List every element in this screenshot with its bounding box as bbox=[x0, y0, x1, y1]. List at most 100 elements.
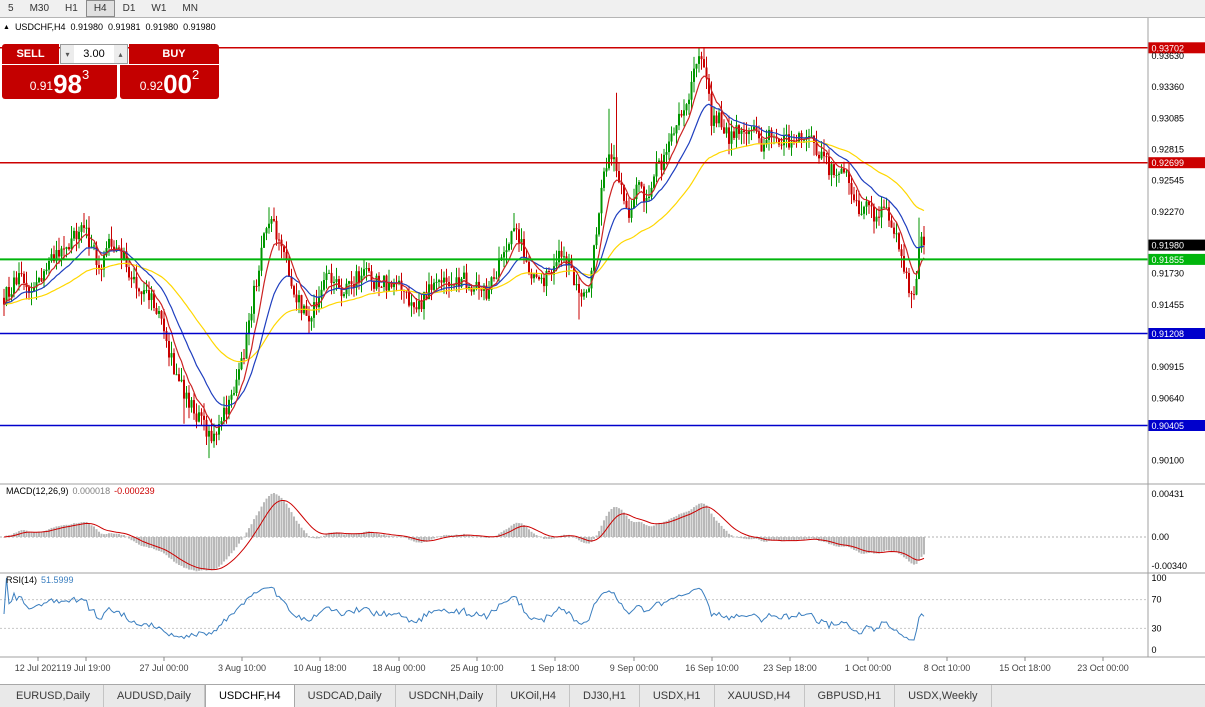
buy-price-prefix: 0.92 bbox=[139, 79, 164, 93]
rsi-line bbox=[3, 577, 925, 641]
svg-text:27 Jul 00:00: 27 Jul 00:00 bbox=[139, 663, 188, 673]
sell-price-display[interactable]: 0.91 98 3 bbox=[2, 65, 117, 99]
price-line-badge: 0.91855 bbox=[1148, 253, 1205, 265]
price-axis-labels: 0.93630 0.93360 0.93085 0.92815 0.92545 0.922… bbox=[1152, 51, 1185, 465]
price-line-badge: 0.91208 bbox=[1148, 328, 1205, 339]
svg-text:0.92545: 0.92545 bbox=[1152, 175, 1185, 185]
svg-text:12 Jul 2021: 12 Jul 2021 bbox=[15, 663, 62, 673]
sell-button[interactable]: SELL bbox=[2, 44, 59, 64]
rsi-axis-labels: 100 70 30 0 bbox=[1152, 573, 1167, 655]
macd-signal-line bbox=[3, 500, 925, 571]
timeframe-button-w1[interactable]: W1 bbox=[151, 3, 167, 14]
sell-price-prefix: 0.91 bbox=[29, 79, 54, 93]
svg-text:0.91455: 0.91455 bbox=[1152, 300, 1185, 310]
svg-text:0.93702: 0.93702 bbox=[1152, 43, 1185, 53]
svg-text:0.93630: 0.93630 bbox=[1152, 51, 1185, 61]
macd-axis-labels: 0.00431 0.00 -0.00340 bbox=[1152, 489, 1188, 571]
svg-text:3 Aug 10:00: 3 Aug 10:00 bbox=[218, 663, 266, 673]
svg-text:1 Oct 00:00: 1 Oct 00:00 bbox=[845, 663, 892, 673]
svg-text:0.92699: 0.92699 bbox=[1152, 158, 1185, 168]
svg-text:0: 0 bbox=[1152, 645, 1157, 655]
svg-text:0.91730: 0.91730 bbox=[1152, 269, 1185, 279]
svg-text:23 Oct 00:00: 23 Oct 00:00 bbox=[1077, 663, 1129, 673]
chart-window: 0.93702 0.92699 0.91855 0.91208 0.90405 0.936… bbox=[0, 18, 1205, 684]
timeframe-button-h4[interactable]: H4 bbox=[85, 0, 115, 17]
timeframe-button-m30[interactable]: M30 bbox=[29, 3, 50, 14]
chart-tab-usdcnh-daily[interactable]: USDCNH,Daily bbox=[396, 685, 498, 707]
chart-tab-usdchf-h4[interactable]: USDCHF,H4 bbox=[204, 685, 295, 707]
volume-decrease-button[interactable]: ▾ bbox=[61, 45, 74, 63]
ma-line-20 bbox=[3, 103, 925, 407]
timeframe-button-mn[interactable]: MN bbox=[182, 3, 198, 14]
chart-tab-gbpusd-h1[interactable]: GBPUSD,H1 bbox=[805, 685, 896, 707]
svg-text:0.92270: 0.92270 bbox=[1152, 207, 1185, 217]
svg-text:0.90915: 0.90915 bbox=[1152, 362, 1185, 372]
price-chart-svg[interactable]: 0.937020.926990.918550.912080.904050.936… bbox=[0, 18, 1205, 684]
svg-text:-0.00340: -0.00340 bbox=[1152, 561, 1188, 571]
buy-button[interactable]: BUY bbox=[129, 44, 219, 64]
chart-tab-usdx-weekly[interactable]: USDX,Weekly bbox=[895, 685, 992, 707]
one-click-trading-panel: SELL ▾ 3.00 ▴ BUY 0.91 98 3 0.92 00 2 bbox=[2, 44, 219, 99]
current-price-badge: 0.91980 bbox=[1148, 239, 1205, 251]
svg-text:0.90640: 0.90640 bbox=[1152, 394, 1185, 404]
price-line-badge: 0.90405 bbox=[1148, 420, 1205, 431]
svg-text:19 Jul 19:00: 19 Jul 19:00 bbox=[61, 663, 110, 673]
sell-price-pip-digit: 3 bbox=[82, 67, 90, 82]
rsi-indicator-header: RSI(14) 51.5999 bbox=[6, 575, 74, 585]
timeframe-button-d1[interactable]: D1 bbox=[122, 3, 136, 14]
macd-signal-value: -0.000239 bbox=[114, 486, 155, 496]
svg-text:0.91208: 0.91208 bbox=[1152, 329, 1185, 339]
price-line-badge: 0.93702 bbox=[1148, 42, 1205, 54]
timeframe-button-h1[interactable]: H1 bbox=[65, 3, 78, 14]
volume-control: ▾ 3.00 ▴ bbox=[60, 44, 128, 64]
svg-text:0.00: 0.00 bbox=[1152, 532, 1170, 542]
candles bbox=[3, 48, 925, 459]
price-line-badge: 0.92699 bbox=[1148, 157, 1205, 169]
svg-text:0.91855: 0.91855 bbox=[1152, 255, 1185, 265]
ma-line-55 bbox=[3, 140, 925, 363]
time-axis-labels: 12 Jul 2021 19 Jul 19:00 27 Jul 00:00 3 Aug… bbox=[15, 657, 1129, 673]
svg-text:25 Aug 10:00: 25 Aug 10:00 bbox=[450, 663, 503, 673]
time-axis[interactable] bbox=[0, 657, 1205, 684]
buy-price-display[interactable]: 0.92 00 2 bbox=[120, 65, 219, 99]
chart-tab-xauusd-h4[interactable]: XAUUSD,H4 bbox=[715, 685, 805, 707]
svg-text:16 Sep 10:00: 16 Sep 10:00 bbox=[685, 663, 739, 673]
chart-tabs: EURUSD,Daily AUDUSD,Daily USDCHF,H4 USDCAD,… bbox=[0, 684, 1205, 707]
svg-text:9 Sep 00:00: 9 Sep 00:00 bbox=[610, 663, 659, 673]
chart-tab-ukoil-h4[interactable]: UKOil,H4 bbox=[497, 685, 571, 707]
timeframe-toolbar: 5 M30 H1 H4 D1 W1 MN bbox=[0, 0, 1205, 18]
chart-tab-usdx-h1[interactable]: USDX,H1 bbox=[640, 685, 715, 707]
horizontal-line-objects[interactable] bbox=[0, 47, 1148, 427]
svg-text:1 Sep 18:00: 1 Sep 18:00 bbox=[531, 663, 580, 673]
svg-text:23 Sep 18:00: 23 Sep 18:00 bbox=[763, 663, 817, 673]
chart-ohlc-header: ▲ USDCHF,H4 0.91980 0.91981 0.91980 0.91… bbox=[3, 22, 216, 32]
ohlc-high: 0.91981 bbox=[108, 22, 141, 32]
svg-text:0.00431: 0.00431 bbox=[1152, 489, 1185, 499]
ma-line-8 bbox=[3, 75, 925, 429]
svg-text:0.93360: 0.93360 bbox=[1152, 82, 1185, 92]
rsi-plot-area[interactable] bbox=[0, 574, 1148, 655]
macd-label: MACD(12,26,9) bbox=[6, 486, 69, 496]
macd-indicator-header: MACD(12,26,9) 0.000018 -0.000239 bbox=[6, 486, 155, 496]
volume-input[interactable]: 3.00 bbox=[83, 48, 105, 60]
svg-text:30: 30 bbox=[1152, 623, 1162, 633]
svg-text:15 Oct 18:00: 15 Oct 18:00 bbox=[999, 663, 1051, 673]
macd-histogram bbox=[3, 493, 925, 572]
trade-panel-collapse-icon[interactable]: ▲ bbox=[3, 23, 10, 31]
svg-text:0.90100: 0.90100 bbox=[1152, 455, 1185, 465]
svg-text:0.92815: 0.92815 bbox=[1152, 144, 1185, 154]
svg-text:18 Aug 00:00: 18 Aug 00:00 bbox=[372, 663, 425, 673]
volume-increase-button[interactable]: ▴ bbox=[114, 45, 127, 63]
svg-text:0.93085: 0.93085 bbox=[1152, 114, 1185, 124]
chart-tab-dj30-h1[interactable]: DJ30,H1 bbox=[570, 685, 640, 707]
buy-price-pip-digit: 2 bbox=[192, 67, 200, 82]
chart-tab-audusd-daily[interactable]: AUDUSD,Daily bbox=[104, 685, 205, 707]
svg-text:0.91980: 0.91980 bbox=[1152, 241, 1185, 251]
buy-price-big-digits: 00 bbox=[163, 69, 193, 99]
chart-tab-eurusd-daily[interactable]: EURUSD,Daily bbox=[3, 685, 104, 707]
timeframe-button-5[interactable]: 5 bbox=[8, 3, 14, 14]
chart-tab-usdcad-daily[interactable]: USDCAD,Daily bbox=[295, 685, 396, 707]
ohlc-open: 0.91980 bbox=[70, 22, 103, 32]
rsi-label: RSI(14) bbox=[6, 575, 38, 585]
